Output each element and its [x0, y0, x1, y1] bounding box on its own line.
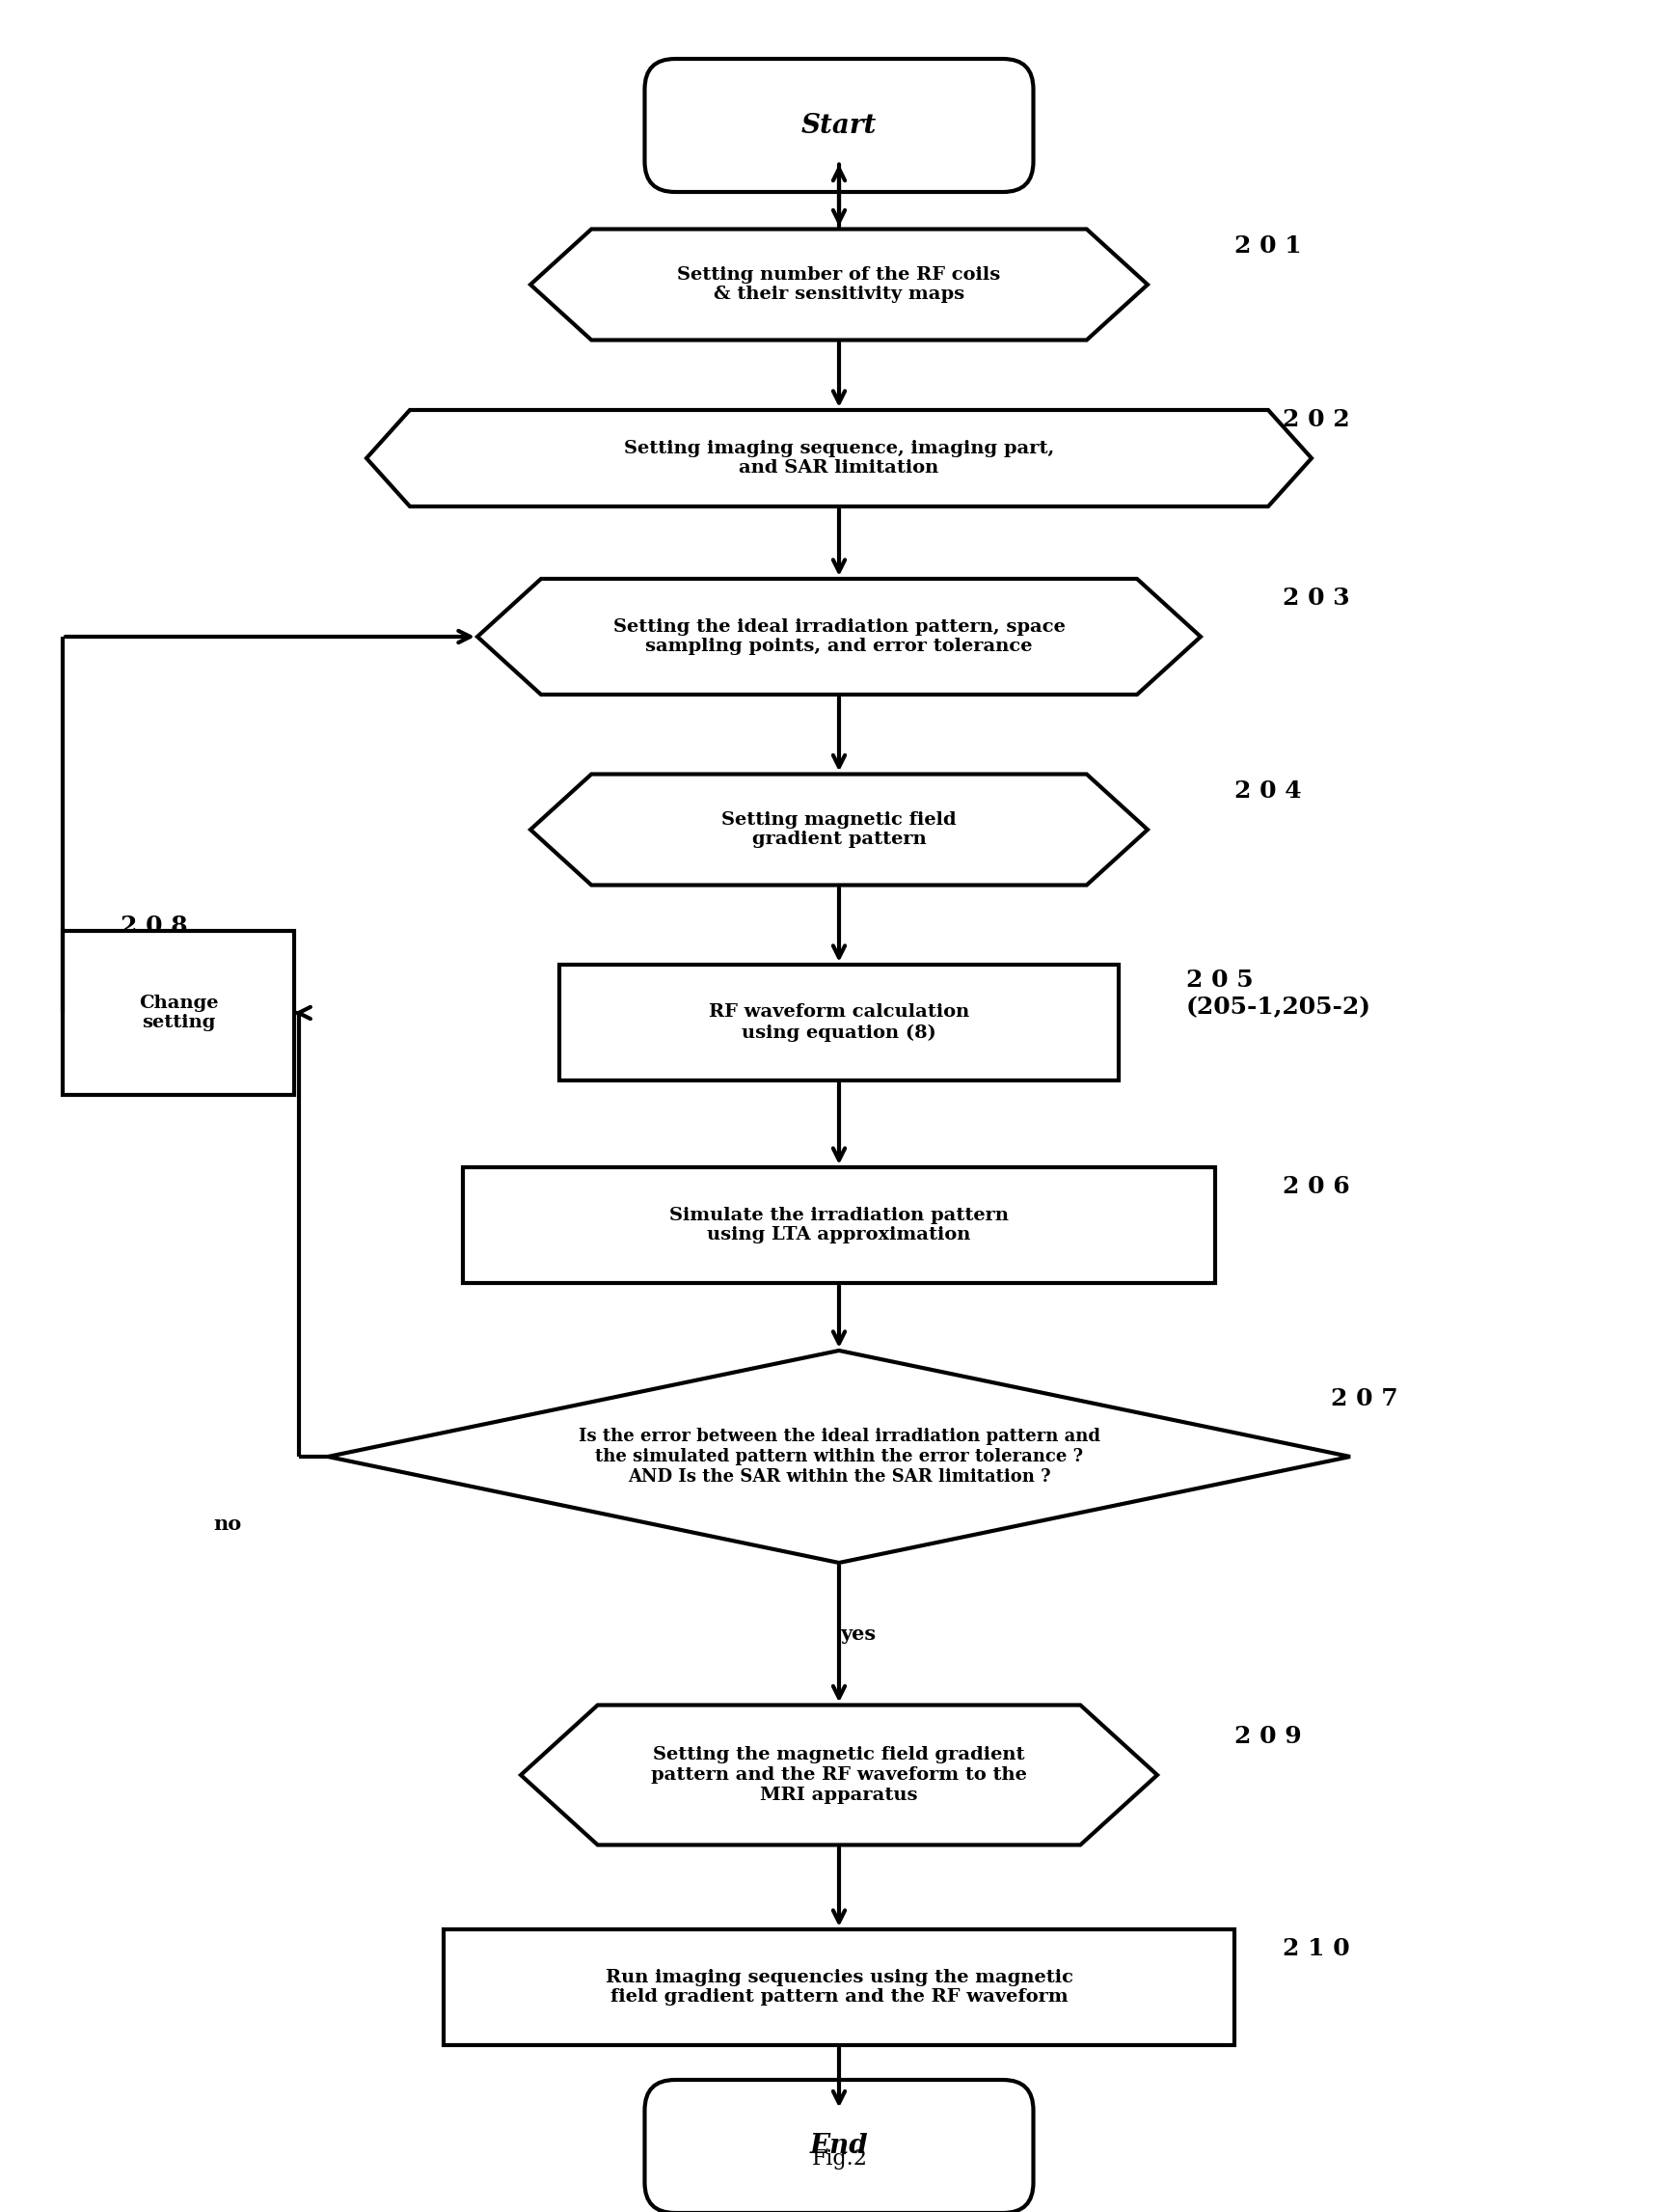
Text: Simulate the irradiation pattern
using LTA approximation: Simulate the irradiation pattern using L…: [670, 1206, 1009, 1243]
Text: 2 0 6: 2 0 6: [1283, 1175, 1350, 1199]
Polygon shape: [531, 230, 1148, 341]
Text: 2 0 2: 2 0 2: [1283, 407, 1350, 431]
Text: 2 0 1: 2 0 1: [1234, 234, 1301, 257]
FancyBboxPatch shape: [645, 2079, 1033, 2212]
Text: 2 1 0: 2 1 0: [1283, 1938, 1350, 1960]
Text: 2 0 5
(205-1,205-2): 2 0 5 (205-1,205-2): [1185, 969, 1372, 1018]
Text: Start: Start: [801, 113, 876, 139]
Text: Setting imaging sequence, imaging part,
and SAR limitation: Setting imaging sequence, imaging part, …: [625, 440, 1054, 478]
Text: 2 0 4: 2 0 4: [1234, 779, 1301, 803]
Bar: [559, 964, 1118, 1079]
Polygon shape: [520, 1705, 1157, 1845]
Text: Is the error between the ideal irradiation pattern and
the simulated pattern wit: Is the error between the ideal irradiati…: [578, 1429, 1100, 1486]
Bar: [443, 1929, 1234, 2046]
Text: Run imaging sequencies using the magnetic
field gradient pattern and the RF wave: Run imaging sequencies using the magneti…: [604, 1969, 1073, 2006]
Text: Setting magnetic field
gradient pattern: Setting magnetic field gradient pattern: [722, 812, 957, 849]
Text: RF waveform calculation
using equation (8): RF waveform calculation using equation (…: [709, 1004, 969, 1042]
Bar: [463, 1168, 1216, 1283]
Polygon shape: [477, 580, 1200, 695]
Text: Setting number of the RF coils
& their sensitivity maps: Setting number of the RF coils & their s…: [677, 265, 1001, 303]
Text: Fig.2: Fig.2: [811, 2148, 868, 2170]
Text: Setting the magnetic field gradient
pattern and the RF waveform to the
MRI appar: Setting the magnetic field gradient patt…: [651, 1745, 1028, 1803]
Polygon shape: [531, 774, 1148, 885]
Text: Change
setting: Change setting: [139, 993, 218, 1031]
Polygon shape: [327, 1352, 1350, 1562]
Text: 2 0 3: 2 0 3: [1283, 586, 1350, 611]
Text: 2 0 7: 2 0 7: [1331, 1387, 1399, 1411]
Bar: [62, 931, 294, 1095]
Polygon shape: [366, 409, 1311, 507]
Text: yes: yes: [841, 1624, 876, 1644]
Text: no: no: [213, 1515, 242, 1533]
Text: 2 0 9: 2 0 9: [1234, 1725, 1301, 1747]
Text: Setting the ideal irradiation pattern, space
sampling points, and error toleranc: Setting the ideal irradiation pattern, s…: [613, 617, 1064, 655]
FancyBboxPatch shape: [645, 60, 1033, 192]
Text: End: End: [809, 2132, 868, 2159]
Text: 2 0 8: 2 0 8: [121, 914, 188, 938]
